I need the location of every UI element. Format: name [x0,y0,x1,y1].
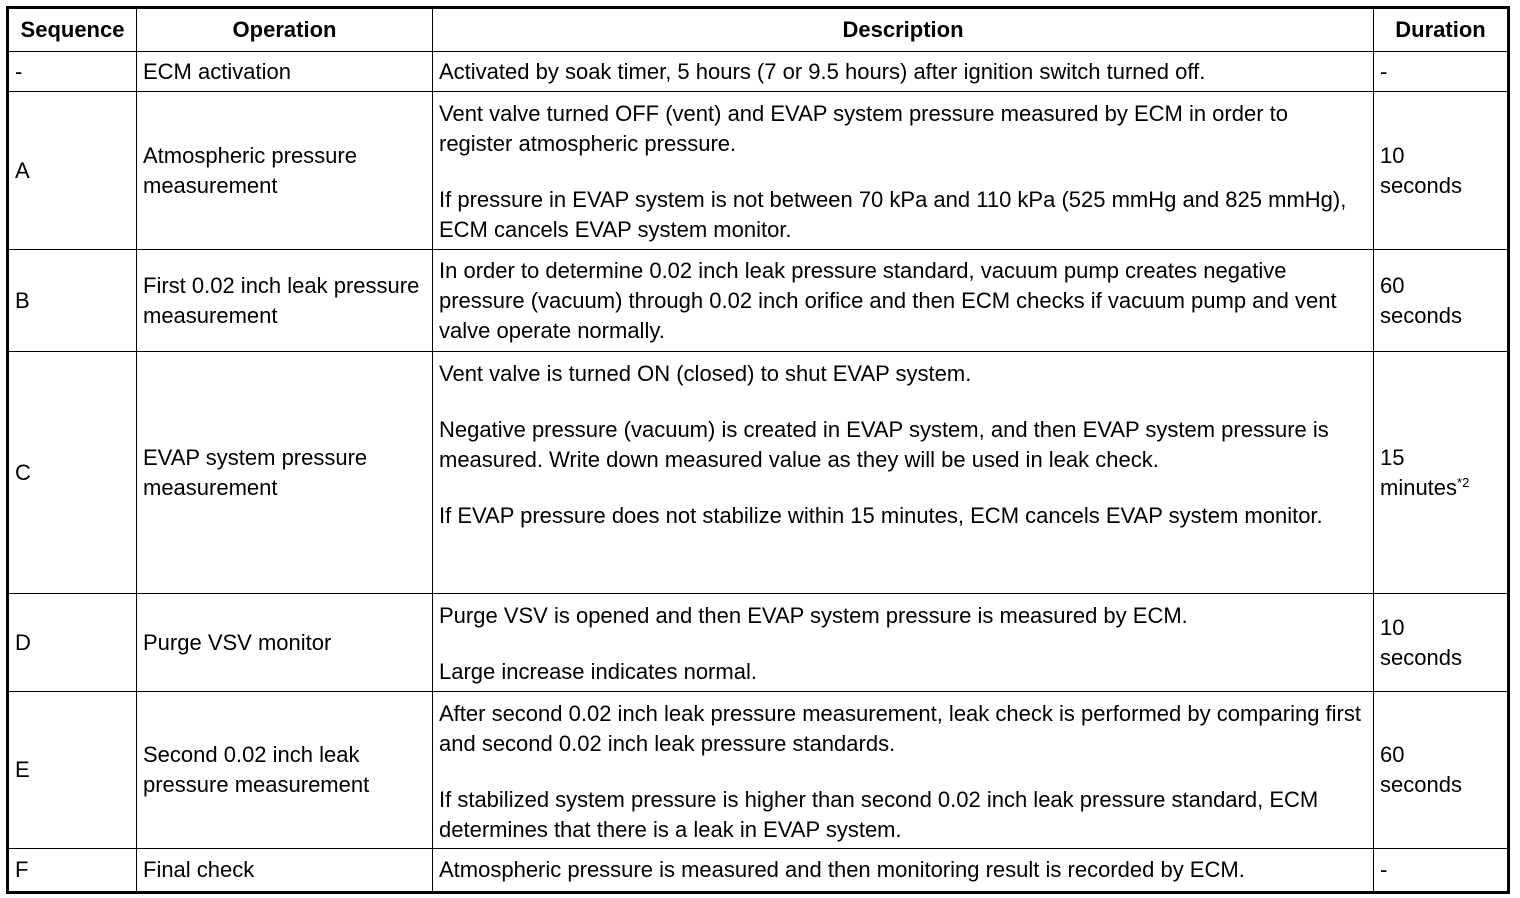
duration-text: 60 seconds [1380,271,1475,331]
description-cell: Vent valve is turned ON (closed) to shut… [432,351,1374,594]
sequence-cell: C [7,351,137,594]
description-paragraph: After second 0.02 inch leak pressure mea… [439,701,1361,756]
description-paragraph: Purge VSV is opened and then EVAP system… [439,603,1188,628]
sequence-cell: - [7,51,137,92]
description-paragraph: In order to determine 0.02 inch leak pre… [439,257,1337,343]
header-cell: Sequence [7,7,137,52]
duration-note: *2 [1457,474,1470,490]
description-cell: Atmospheric pressure is measured and the… [432,848,1374,893]
description-cell: In order to determine 0.02 inch leak pre… [432,249,1374,352]
sequence-cell: B [7,249,137,352]
table-row: F Final check Atmospheric pressure is meas… [7,848,1509,893]
table-row: C EVAP system pressure measurement Vent va… [7,351,1509,594]
description-paragraph: Large increase indicates normal. [439,659,757,684]
header-row: Sequence Operation Description Duration [7,7,1509,52]
description-paragraph: If stabilized system pressure is higher … [439,787,1319,842]
description-paragraph: Vent valve is turned ON (closed) to shut… [439,361,972,386]
duration-cell: 10 seconds [1373,91,1509,250]
duration-text: 10 seconds [1380,141,1475,201]
table-row: E Second 0.02 inch leak pressure measurem… [7,691,1509,849]
duration-text: 10 seconds [1380,613,1475,673]
table-row: - ECM activation Activated by soak timer, … [7,51,1509,92]
table-row: B First 0.02 inch leak pressure measureme… [7,249,1509,352]
table-row: D Purge VSV monitor Purge VSV is opened an… [7,593,1509,692]
duration-value: - [1380,58,1388,84]
sequence-cell: D [7,593,137,692]
duration-cell: 15 minutes*2 [1373,351,1509,594]
description-cell: After second 0.02 inch leak pressure mea… [432,691,1374,849]
duration-text: - [1380,855,1475,885]
duration-cell: - [1373,51,1509,92]
description-cell: Activated by soak timer, 5 hours (7 or 9… [432,51,1374,92]
duration-value: 10 seconds [1380,614,1462,670]
duration-value: 15 minutes [1380,444,1458,500]
header-cell: Duration [1373,7,1509,52]
duration-value: 60 seconds [1380,742,1462,797]
sequence-cell: E [7,691,137,849]
table-row: A Atmospheric pressure measurement Vent va… [7,91,1509,250]
operation-cell: Atmospheric pressure measurement [136,91,433,250]
duration-text: 60 seconds [1380,740,1475,800]
operation-cell: Second 0.02 inch leak pressure measureme… [136,691,433,849]
duration-value: - [1380,857,1388,882]
operation-cell: First 0.02 inch leak pressure measuremen… [136,249,433,352]
duration-text: 15 minutes*2 [1380,443,1475,503]
duration-value: 10 seconds [1380,142,1462,198]
header-cell: Operation [136,7,433,52]
duration-value: 60 seconds [1380,272,1462,328]
description-paragraph: If pressure in EVAP system is not betwee… [439,187,1347,242]
description-paragraph: Atmospheric pressure is measured and the… [439,857,1245,882]
operation-cell: Purge VSV monitor [136,593,433,692]
description-paragraph: Activated by soak timer, 5 hours (7 or 9… [439,58,1206,84]
operation-cell: EVAP system pressure measurement [136,351,433,594]
description-paragraph: Negative pressure (vacuum) is created in… [439,417,1329,472]
description-cell: Vent valve turned OFF (vent) and EVAP sy… [432,91,1374,250]
description-paragraph: If EVAP pressure does not stabilize with… [439,503,1323,528]
header-cell: Description [432,7,1374,52]
table-body: - ECM activation Activated by soak timer, … [7,51,1509,893]
description-paragraph: Vent valve turned OFF (vent) and EVAP sy… [439,101,1288,156]
evap-table: Sequence Operation Description Duration - EC… [6,6,1510,894]
operation-cell: ECM activation [136,51,433,92]
sequence-cell: A [7,91,137,250]
duration-text: - [1380,57,1475,87]
duration-cell: - [1373,848,1509,893]
operation-cell: Final check [136,848,433,893]
description-cell: Purge VSV is opened and then EVAP system… [432,593,1374,692]
duration-cell: 10 seconds [1373,593,1509,692]
duration-cell: 60 seconds [1373,249,1509,352]
duration-cell: 60 seconds [1373,691,1509,849]
sequence-cell: F [7,848,137,893]
